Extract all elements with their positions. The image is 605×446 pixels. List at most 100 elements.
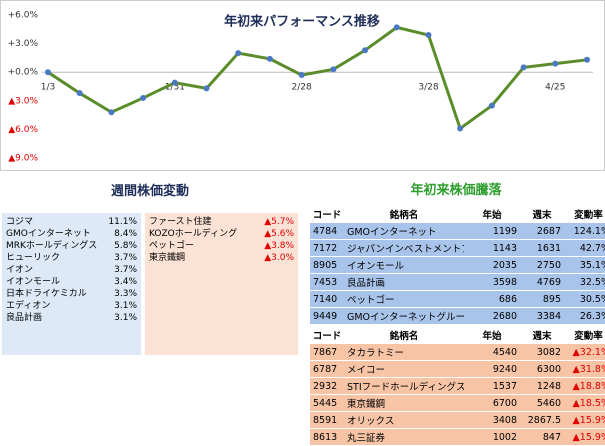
cell: GMOインターネット — [344, 223, 464, 240]
change: 3.7% — [114, 253, 137, 263]
marker — [330, 66, 337, 73]
cell: メイコー — [344, 360, 464, 378]
ytd-losers-table: コード銘柄名年始週末変動率7867タカラトミー45403082▲32.1%678… — [310, 326, 605, 446]
cell: 2867.5 — [520, 411, 564, 429]
cell: 丸三証券 — [344, 428, 464, 446]
list-row: イオンモール 3.4% — [6, 276, 137, 288]
header-row: コード 銘柄名 年始 週末 変動率 — [310, 205, 605, 223]
x-tick-label: 1/3 — [41, 83, 55, 93]
marker — [108, 109, 115, 116]
cell: 8905 — [310, 256, 344, 274]
cell: 35.1% — [564, 256, 605, 274]
y-tick-label: +0.0% — [8, 68, 39, 78]
stock-name: 東京鐵鋼 — [149, 253, 186, 263]
header-cell: 銘柄名 — [389, 210, 419, 221]
cell: 9449 — [310, 307, 344, 325]
list-row: 良品計画 3.1% — [6, 312, 137, 324]
stock-name: イオン — [6, 265, 34, 275]
cell: 6700 — [464, 394, 520, 412]
cell: 2680 — [464, 307, 520, 325]
cell: 3408 — [464, 411, 520, 429]
marker — [393, 24, 400, 31]
cell: 895 — [520, 290, 564, 308]
cell: 7867 — [310, 344, 344, 361]
header-cell: コード — [312, 210, 342, 221]
cell: イオンモール — [344, 256, 464, 274]
marker — [552, 60, 559, 67]
cell: 3598 — [464, 273, 520, 291]
stock-name: ペットゴー — [149, 241, 195, 251]
change: 3.1% — [114, 301, 137, 311]
y-tick-label: +3.0% — [8, 39, 39, 49]
cell: 1143 — [464, 239, 520, 257]
list-row: GMOインターネット 8.4% — [6, 228, 137, 240]
x-tick-label: 1/31 — [165, 83, 185, 93]
header-cell: 銘柄名 — [389, 331, 419, 342]
header-cell: コード — [312, 331, 342, 342]
list-row: イオン 3.7% — [6, 264, 137, 276]
cell: 6787 — [310, 360, 344, 378]
marker — [266, 55, 273, 62]
x-tick-label: 4/25 — [545, 83, 565, 93]
y-tick-label: +6.0% — [8, 11, 39, 21]
cell: ▲15.9% — [564, 428, 605, 446]
cell: 4784 — [310, 223, 344, 240]
list-row: コジマ 11.1% — [6, 216, 137, 228]
cell: 32.5% — [564, 273, 605, 291]
header-cell: 週末 — [532, 210, 552, 221]
marker — [425, 32, 432, 39]
stock-name: 良品計画 — [6, 313, 43, 323]
cell: 1002 — [464, 428, 520, 446]
chart-frame — [0, 0, 605, 171]
cell: GMOインターネットグループ — [344, 307, 464, 325]
list-row: ヒューリック 3.7% — [6, 252, 137, 264]
cell: 8613 — [310, 428, 344, 446]
cell: ペットゴー — [344, 290, 464, 308]
ytd-gainers-table: コード 銘柄名 年始 週末 変動率 4784 GMOインターネット 1199 2687 124.1… — [310, 205, 605, 325]
cell: 42.7% — [564, 239, 605, 257]
x-tick-label: 2/28 — [292, 83, 312, 93]
cell: 1199 — [464, 223, 520, 240]
marker — [235, 50, 242, 57]
cell: 1537 — [464, 377, 520, 395]
marker — [45, 69, 51, 76]
cell: 686 — [464, 290, 520, 308]
stock-name: イオンモール — [6, 277, 61, 287]
change: ▲5.7% — [264, 217, 294, 227]
marker — [584, 56, 590, 63]
change: 11.1% — [108, 217, 137, 227]
cell: 7140 — [310, 290, 344, 308]
stock-name: コジマ — [6, 217, 34, 227]
header-cell: 年始 — [482, 210, 502, 221]
cell: ▲18.5% — [564, 394, 605, 412]
marker — [203, 85, 210, 92]
cell: 1631 — [520, 239, 564, 257]
cell: 2750 — [520, 256, 564, 274]
cell: 30.5% — [564, 290, 605, 308]
cell: ジャパンインベストメントアドバイ — [344, 239, 464, 257]
cell: 良品計画 — [344, 273, 464, 291]
change: ▲5.6% — [264, 229, 294, 239]
list-row: MRKホールディングス 5.8% — [6, 240, 137, 252]
ytd-title: 年初来株価騰落 — [410, 183, 502, 198]
list-row: エディオン 3.1% — [6, 300, 137, 312]
change: 3.7% — [114, 265, 137, 275]
list-row: 日本ドライケミカル 3.3% — [6, 288, 137, 300]
marker — [520, 64, 527, 71]
marker — [171, 79, 178, 86]
cell: ▲32.1% — [564, 344, 605, 361]
header-row: コード 銘柄名 年始 週末 変動率 — [310, 326, 605, 344]
cell: STIフードホールディングス — [344, 377, 464, 395]
marker — [488, 102, 495, 109]
cell: ▲18.8% — [564, 377, 605, 395]
stock-name: GMOインターネット — [6, 229, 91, 239]
